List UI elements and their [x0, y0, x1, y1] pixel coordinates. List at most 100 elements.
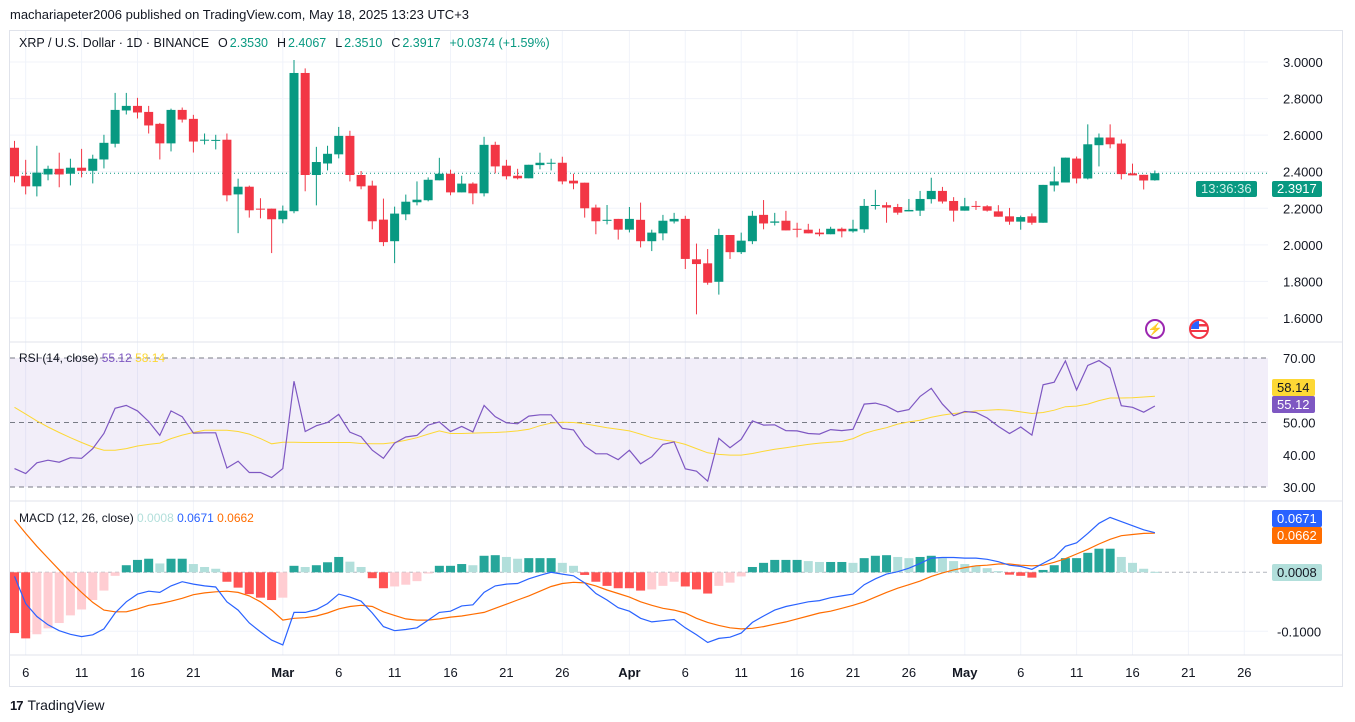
candle-body — [949, 200, 959, 211]
x-tick-label: 16 — [790, 665, 804, 680]
macd-histogram-bar — [513, 558, 523, 573]
candle — [345, 130, 355, 182]
candle-body — [814, 232, 824, 235]
candle-body — [524, 164, 534, 179]
candle — [32, 145, 42, 197]
macd-histogram-bar — [155, 563, 165, 573]
candle-body — [367, 185, 377, 222]
candle — [513, 168, 523, 180]
candle — [837, 227, 847, 238]
candle-body — [468, 183, 478, 194]
macd-histogram-bar — [714, 572, 724, 586]
axes: 6 11 16 21 Mar 6 11 16 21 26 Apr 6 11 16 21 26 May 6 11 16 2… — [22, 55, 1323, 680]
macd-histogram-bar — [412, 572, 422, 582]
candle-body — [669, 218, 679, 222]
macd-histogram-bar — [356, 566, 366, 573]
candle-body — [345, 135, 355, 176]
macd-histogram-bar — [826, 561, 836, 573]
rsi-legend[interactable]: RSI (14, close) 55.12 58.14 — [19, 351, 165, 365]
candle — [1072, 156, 1082, 184]
macd-histogram-bar — [88, 572, 98, 601]
macd-histogram-bar — [680, 572, 690, 587]
macd-histogram-bar — [222, 572, 232, 582]
rsi-ma-badge: 58.14 — [1272, 379, 1315, 396]
open-label: O — [218, 36, 228, 50]
tradingview-logo[interactable]: 17 TradingView — [10, 697, 105, 713]
lightning-sparkle-icon[interactable]: ⚡ — [1145, 319, 1165, 339]
candle-body — [1128, 173, 1137, 176]
candle — [792, 222, 802, 238]
macd-histogram-bar — [904, 558, 914, 573]
candle-body — [1083, 144, 1093, 179]
macd-histogram-bar — [457, 564, 467, 573]
macd-histogram-bar — [1094, 548, 1104, 573]
candle-body — [289, 72, 299, 212]
candle — [937, 186, 947, 204]
candle-body — [569, 180, 578, 184]
macd-histogram-bar — [1083, 552, 1093, 573]
candle — [1027, 213, 1037, 225]
x-tick-label: 16 — [1125, 665, 1139, 680]
macd-histogram-bar — [434, 565, 444, 573]
close-label: C — [391, 36, 401, 50]
candle-body — [132, 105, 142, 113]
candle — [188, 114, 198, 153]
candle-body — [54, 168, 64, 175]
macd-histogram-bar — [1060, 558, 1070, 573]
macd-legend[interactable]: MACD (12, 26, close) 0.0008 0.0671 0.066… — [19, 511, 254, 525]
macd-histogram-bar — [1116, 556, 1126, 573]
published-info: machariapeter2006 published on TradingVi… — [10, 7, 470, 22]
macd-histogram-bar — [993, 571, 1003, 573]
candle — [65, 158, 75, 186]
candle — [110, 92, 120, 148]
candle — [714, 228, 724, 295]
candle — [647, 229, 657, 252]
macd-badge: 0.0671 — [1272, 510, 1322, 527]
macd-line — [13, 516, 1156, 646]
candle — [1005, 207, 1015, 225]
x-tick-label: 21 — [846, 665, 860, 680]
candle — [446, 169, 456, 196]
histogram-badge: 0.0008 — [1272, 564, 1322, 581]
macd-histogram-bar — [926, 555, 936, 573]
candle — [524, 164, 534, 179]
candle-body — [323, 153, 333, 164]
candle-body — [501, 165, 511, 177]
candle-body — [770, 221, 780, 223]
macd-histogram-bar — [949, 561, 959, 573]
candle — [490, 141, 500, 174]
macd-histogram-bar — [658, 572, 668, 586]
candle-body — [759, 214, 769, 224]
candle — [21, 159, 31, 195]
macd-histogram-bar — [10, 572, 19, 634]
macd-histogram-bar — [43, 572, 53, 629]
us-flag-icon[interactable] — [1189, 319, 1209, 339]
candle — [1083, 124, 1093, 180]
candle-body — [334, 135, 344, 155]
macd-histogram-bar — [770, 559, 780, 573]
candle-body — [1016, 217, 1026, 222]
candle-body — [591, 207, 601, 222]
candle-body — [557, 162, 567, 182]
macd-histogram-bar — [211, 568, 221, 573]
candle — [1116, 139, 1126, 180]
macd-histogram-bar — [781, 559, 791, 573]
candle — [658, 214, 668, 241]
candle-body — [826, 228, 836, 235]
candle-body — [211, 139, 221, 141]
candle — [144, 105, 154, 134]
candle — [99, 134, 109, 169]
macd-histogram-bar — [624, 572, 634, 589]
candle — [781, 210, 791, 231]
candle — [423, 177, 433, 202]
macd-tick-label: -0.1000 — [1277, 624, 1321, 639]
candle — [43, 165, 53, 181]
candle — [803, 223, 813, 234]
macd-histogram-bar — [1150, 571, 1160, 573]
candle — [1105, 124, 1115, 149]
macd-title: MACD (12, 26, close) — [19, 511, 134, 525]
macd-histogram-bar — [255, 572, 265, 598]
macd-histogram-bar — [915, 556, 925, 573]
candle — [882, 202, 892, 223]
